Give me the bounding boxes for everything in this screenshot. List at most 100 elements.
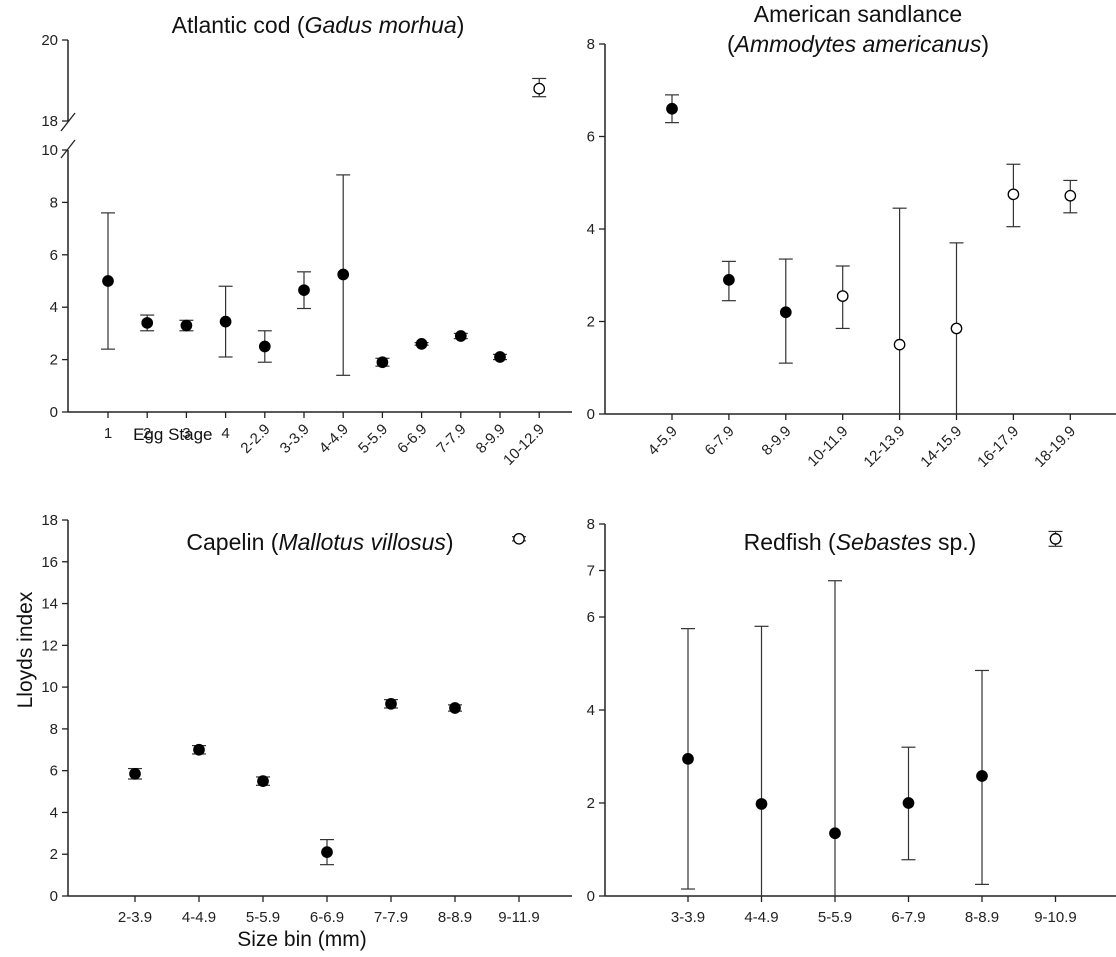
x-tick-label: 4-4.9	[316, 421, 352, 457]
x-tick-label: 3-3.9	[277, 421, 313, 457]
chart-title-part: )	[457, 12, 465, 38]
data-point-open	[533, 82, 546, 95]
x-tick-label: 8-9.9	[758, 423, 794, 459]
egg-stage-label: Egg Stage	[133, 425, 212, 444]
x-tick-label: 2-2.9	[237, 421, 273, 457]
data-point-filled	[415, 338, 428, 350]
data-point-filled	[666, 102, 678, 115]
data-point-open	[513, 532, 525, 545]
data-point-filled	[298, 284, 310, 297]
chart-title-part: American sandlance	[754, 1, 962, 27]
chart-title-part: sp.)	[932, 529, 977, 555]
y-tick-label: 10	[41, 142, 58, 159]
x-tick-label: 12-13.9	[860, 423, 908, 471]
chart-redfish: Redfish (Sebastes sp.) 0 2 4 6 7 8 3-3.9 4-4.9 5-…	[587, 516, 1116, 926]
chart-title-part: Sebastes	[836, 529, 932, 555]
x-tick-label: 5-5.9	[246, 909, 280, 926]
error-bar	[892, 207, 907, 415]
y-tick-label: 0	[587, 888, 595, 905]
x-tick-label: 3	[182, 425, 190, 442]
data-point-filled	[682, 752, 694, 765]
x-tick-label: 2-3.9	[118, 909, 152, 926]
y-tick-label: 4	[50, 804, 58, 821]
x-tick-label: 8-8.9	[965, 909, 999, 926]
x-tick-label: 6-6.9	[394, 421, 430, 457]
data-point-filled	[449, 702, 461, 714]
x-tick-label: 6-7.9	[891, 909, 925, 926]
data-point-filled	[376, 356, 389, 369]
data-point-open	[1007, 188, 1020, 201]
x-tick-label: 1	[104, 425, 112, 442]
data-point-filled	[385, 697, 397, 710]
data-point-filled	[902, 797, 915, 809]
x-tick-label: 10-12.9	[500, 421, 548, 469]
y-tick-label: 8	[50, 194, 58, 211]
x-tick-label: 4-4.9	[744, 909, 778, 926]
data-point-filled	[141, 317, 154, 329]
y-tick-label: 20	[41, 32, 58, 49]
chart-title-part: Capelin (	[186, 529, 278, 555]
data-point-filled	[129, 767, 141, 780]
data-point-filled	[193, 743, 205, 756]
chart-title-part: Gadus morhua	[305, 12, 457, 38]
y-tick-label: 18	[41, 512, 58, 529]
axis-break-mark	[60, 139, 76, 159]
x-tick-label: 6-7.9	[702, 423, 738, 459]
chart-title-part: Redfish (	[744, 529, 836, 555]
x-tick-label: 4-5.9	[645, 423, 681, 459]
x-tick-label: 2	[143, 425, 151, 442]
data-point-filled	[337, 268, 350, 281]
data-point-filled	[976, 770, 988, 782]
data-point-filled	[494, 351, 506, 363]
x-tick-label: 7-7.9	[374, 909, 408, 926]
chart-title-part: )	[446, 529, 454, 555]
data-point-filled	[779, 306, 792, 319]
data-point-open	[836, 290, 849, 302]
axis-break-mark	[60, 112, 76, 132]
y-tick-label: 12	[41, 637, 58, 654]
data-point-filled	[180, 319, 193, 332]
data-point-filled	[102, 275, 114, 287]
data-point-open	[1049, 533, 1062, 545]
chart-title: Capelin (Mallotus villosus)	[186, 529, 453, 555]
x-tick-label: 8-9.9	[473, 421, 509, 457]
chart-title-part: )	[981, 31, 989, 57]
data-point-filled	[219, 315, 232, 328]
y-tick-label: 10	[41, 679, 58, 696]
chart-title: Atlantic cod (Gadus morhua)	[172, 12, 465, 38]
data-point-open	[1064, 189, 1077, 202]
y-tick-label: 0	[50, 404, 58, 421]
y-tick-label: 2	[587, 795, 595, 812]
data-point-filled	[258, 340, 271, 353]
data-point-filled	[755, 798, 768, 810]
y-tick-label: 2	[50, 352, 58, 369]
y-tick-label: 2	[587, 314, 595, 331]
error-bar	[828, 580, 842, 897]
x-tick-label: 5-5.9	[355, 421, 391, 457]
y-tick-label: 6	[50, 247, 58, 264]
data-point-open	[950, 322, 963, 335]
y-tick-label: 6	[50, 763, 58, 780]
data-point-filled	[257, 775, 269, 787]
x-tick-label: 14-15.9	[917, 423, 965, 471]
chart-title: American sandlance (Ammodytes americanus)	[727, 1, 989, 57]
data-point-filled	[454, 330, 467, 342]
chart-title-part: (	[727, 31, 735, 57]
y-tick-label: 7	[587, 563, 595, 580]
chart-title-part: Atlantic cod (	[172, 12, 305, 38]
y-tick-label: 8	[587, 516, 595, 533]
y-tick-label: 16	[41, 554, 58, 571]
y-tick-label: 14	[41, 596, 58, 613]
y-tick-label: 4	[50, 299, 58, 316]
chart-title-part: Mallotus villosus	[278, 529, 446, 555]
data-point-filled	[829, 827, 841, 840]
data-point-filled	[723, 274, 735, 286]
x-tick-label: 4	[221, 425, 229, 442]
y-tick-label: 6	[587, 129, 595, 146]
y-tick-label: 0	[50, 888, 58, 905]
error-bar	[754, 625, 769, 897]
x-tick-label: 9-10.9	[1034, 909, 1077, 926]
data-point-open	[893, 338, 906, 351]
chart-capelin: Capelin (Mallotus villosus) 0 2 4 6 8 10 12 14 16…	[41, 512, 572, 926]
